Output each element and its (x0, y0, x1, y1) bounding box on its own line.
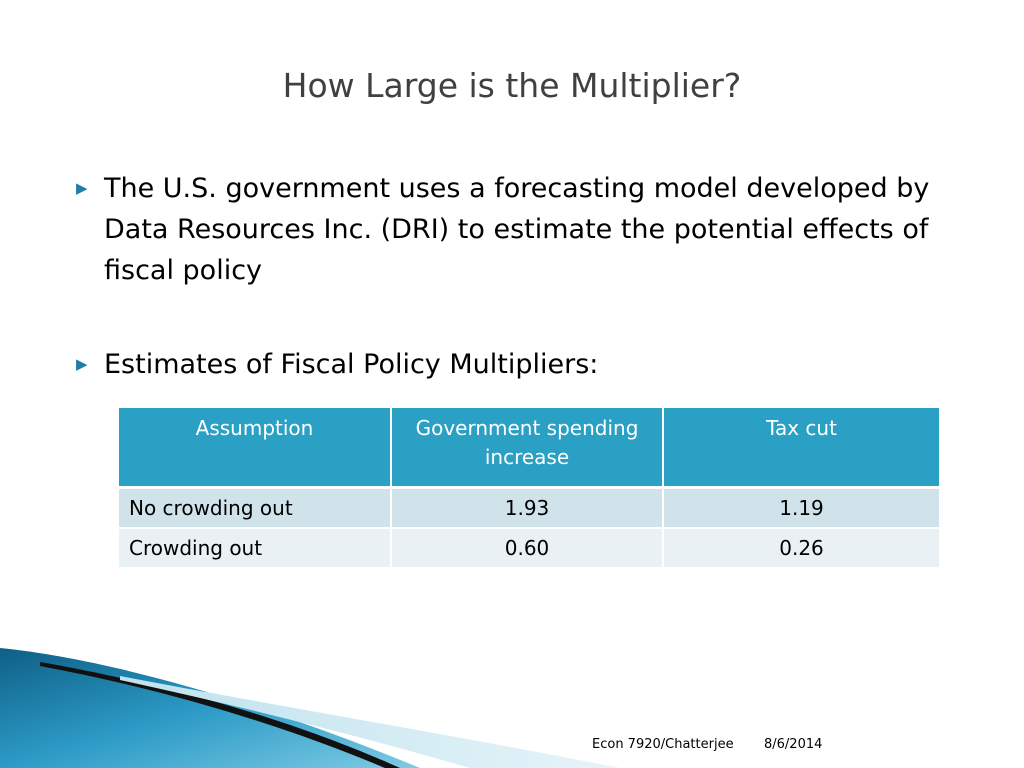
row-label: No crowding out (119, 487, 392, 529)
header-government-spending: Government spending increase (391, 408, 664, 489)
table-row: Crowding out 0.60 0.26 (119, 528, 939, 569)
cell-tax-cut: 1.19 (663, 487, 939, 529)
bullet-arrow-icon: ▶ (76, 179, 88, 197)
bullet-item: ▶ The U.S. government uses a forecasting… (76, 168, 976, 291)
row-label: Crowding out (119, 528, 392, 569)
decorative-swoosh (0, 648, 620, 768)
swoosh-black-stripe (40, 662, 400, 768)
bullet-item: ▶ Estimates of Fiscal Policy Multipliers… (76, 344, 976, 385)
cell-government-spending: 0.60 (391, 528, 664, 569)
footer-date: 8/6/2014 (764, 737, 823, 752)
swoosh-light-stripe (120, 676, 620, 768)
table-row: No crowding out 1.93 1.19 (119, 487, 939, 529)
footer-source: Econ 7920/Chatterjee (592, 737, 734, 752)
bullet-text: Estimates of Fiscal Policy Multipliers: (104, 349, 599, 380)
table-header-row: Assumption Government spending increase … (119, 408, 939, 489)
header-tax-cut: Tax cut (663, 408, 939, 489)
header-assumption: Assumption (119, 408, 392, 489)
cell-tax-cut: 0.26 (663, 528, 939, 569)
multipliers-table: Assumption Government spending increase … (119, 408, 939, 569)
bullet-arrow-icon: ▶ (76, 355, 88, 373)
bullet-text: The U.S. government uses a forecasting m… (104, 173, 930, 286)
cell-government-spending: 1.93 (391, 487, 664, 529)
slide-title: How Large is the Multiplier? (282, 66, 742, 105)
